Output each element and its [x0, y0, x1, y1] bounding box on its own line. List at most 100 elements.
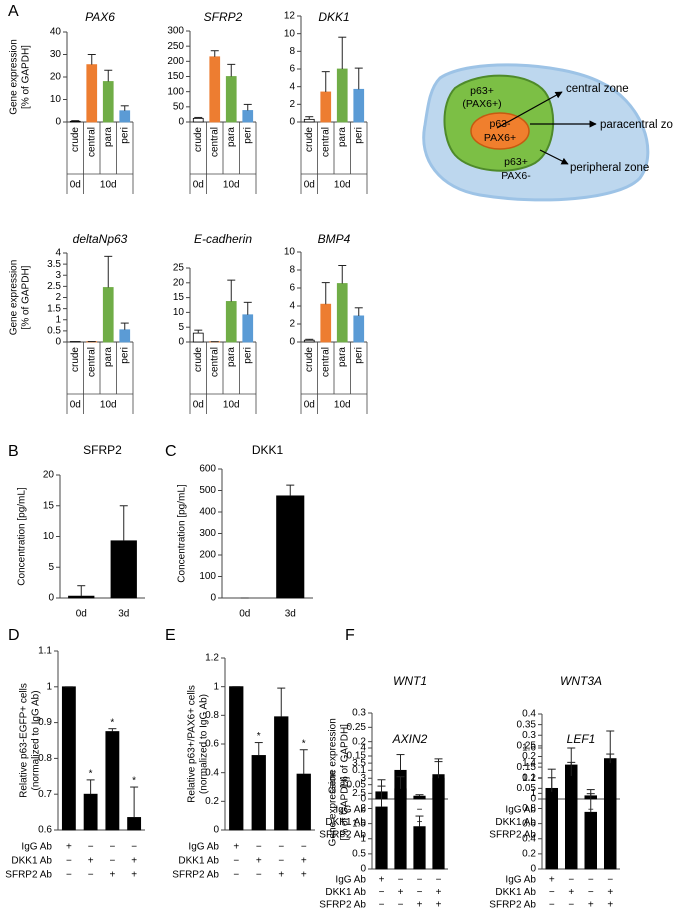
- error-bar: [434, 761, 443, 779]
- y-tick-label: 0.4: [522, 709, 536, 720]
- bar: [353, 88, 365, 123]
- chart-title: E-cadherin: [194, 232, 252, 246]
- x-tick-label: para: [337, 347, 348, 367]
- y-tick-label: 0: [178, 337, 184, 348]
- condition-mark: +: [549, 875, 555, 886]
- x-tick-label: 3d: [118, 609, 129, 620]
- bar: [225, 301, 237, 343]
- x-tick-label: central: [209, 347, 220, 377]
- error-bar: [286, 484, 295, 496]
- group-label: 0d: [193, 180, 204, 191]
- group-label: 10d: [334, 180, 351, 191]
- y-tick-label: 15: [173, 292, 185, 303]
- chart-title: BMP4: [318, 232, 351, 246]
- group-label: 0d: [193, 400, 204, 411]
- y-tick-label: 0.05: [517, 783, 537, 794]
- error-bar: [71, 120, 80, 122]
- group-label: 0d: [304, 400, 315, 411]
- y-tick-label: 3.5: [47, 259, 61, 270]
- y-tick-label: 1: [213, 681, 219, 692]
- condition-label: IgG Ab: [335, 875, 366, 886]
- bar: [209, 56, 221, 123]
- y-tick-label: 2.5: [47, 281, 61, 292]
- y-tick-label: 0: [210, 593, 216, 604]
- error-bar: [243, 301, 252, 315]
- group-label: 10d: [334, 400, 351, 411]
- y-tick-label: 0.35: [517, 719, 537, 730]
- y-tick-label: 1.2: [205, 653, 219, 664]
- region-label: p63+: [504, 156, 528, 168]
- condition-label: SFRP2 Ab: [319, 830, 366, 841]
- y-tick-label: 0.1: [352, 765, 366, 776]
- condition-label: SFRP2 Ab: [172, 870, 219, 881]
- y-tick-label: 5: [178, 322, 184, 333]
- error-bar: [321, 71, 330, 92]
- y-tick-label: 6: [289, 64, 295, 75]
- y-axis-label: Gene expression: [328, 718, 339, 794]
- condition-mark: −: [256, 870, 262, 881]
- error-bar: [227, 63, 236, 77]
- condition-mark: +: [607, 900, 613, 911]
- y-tick-label: 3: [360, 773, 366, 784]
- bar: [127, 817, 142, 831]
- y-axis-label: Gene expression: [9, 39, 20, 115]
- error-bar: [120, 105, 129, 111]
- x-tick-label: 0d: [76, 609, 87, 620]
- y-tick-label: 0.6: [38, 825, 52, 836]
- y-tick-label: 0.6: [205, 739, 219, 750]
- y-tick-label: 0.25: [347, 722, 367, 733]
- bar: [296, 773, 311, 831]
- error-bar: [396, 776, 405, 789]
- condition-label: DKK1 Ab: [178, 856, 219, 867]
- significance: *: [302, 738, 306, 749]
- error-bar: [567, 761, 576, 776]
- condition-label: IgG Ab: [335, 805, 366, 816]
- condition-label: IgG Ab: [505, 805, 536, 816]
- y-tick-label: 0.1: [522, 772, 536, 783]
- bar: [102, 81, 114, 123]
- y-tick-label: 0.3: [522, 730, 536, 741]
- bar: [545, 791, 559, 870]
- condition-mark: +: [66, 842, 72, 853]
- bar: [394, 788, 407, 870]
- group-label: 10d: [100, 180, 117, 191]
- error-bar: [396, 754, 405, 771]
- condition-mark: +: [417, 900, 423, 911]
- error-bar: [130, 786, 139, 818]
- panel-letter: A: [8, 3, 19, 20]
- x-tick-label: crude: [304, 347, 315, 372]
- condition-mark: +: [256, 856, 262, 867]
- y-tick-label: 1.5: [352, 818, 366, 829]
- zone-label: paracentral zone: [600, 119, 673, 131]
- condition-mark: −: [549, 900, 555, 911]
- y-tick-label: 0.15: [517, 762, 537, 773]
- x-tick-label: peri: [119, 127, 130, 144]
- y-tick-label: 1.6: [522, 743, 536, 754]
- y-tick-label: 0.05: [347, 779, 367, 790]
- significance: *: [89, 769, 93, 780]
- x-tick-label: central: [86, 127, 97, 157]
- x-tick-label: 3d: [285, 609, 296, 620]
- y-tick-label: 20: [43, 470, 55, 481]
- x-tick-label: central: [86, 347, 97, 377]
- condition-mark: −: [88, 842, 94, 853]
- y-tick-label: 15: [43, 500, 55, 511]
- bar: [61, 686, 76, 831]
- y-axis-label: Gene expression: [328, 771, 339, 847]
- condition-mark: +: [436, 900, 442, 911]
- y-tick-label: 50: [173, 101, 185, 112]
- error-bar: [338, 36, 347, 69]
- y-tick-label: 200: [199, 550, 216, 561]
- x-tick-label: peri: [119, 347, 130, 364]
- arrow: [539, 149, 569, 165]
- y-tick-label: 0.25: [517, 741, 537, 752]
- x-tick-label: para: [103, 347, 114, 367]
- condition-mark: +: [398, 887, 404, 898]
- condition-mark: −: [66, 856, 72, 867]
- y-tick-label: 0: [289, 117, 295, 128]
- y-tick-label: 2.5: [352, 788, 366, 799]
- condition-label: IgG Ab: [188, 842, 219, 853]
- y-tick-label: 0.7: [38, 789, 52, 800]
- condition-mark: −: [88, 870, 94, 881]
- group-label: 0d: [304, 180, 315, 191]
